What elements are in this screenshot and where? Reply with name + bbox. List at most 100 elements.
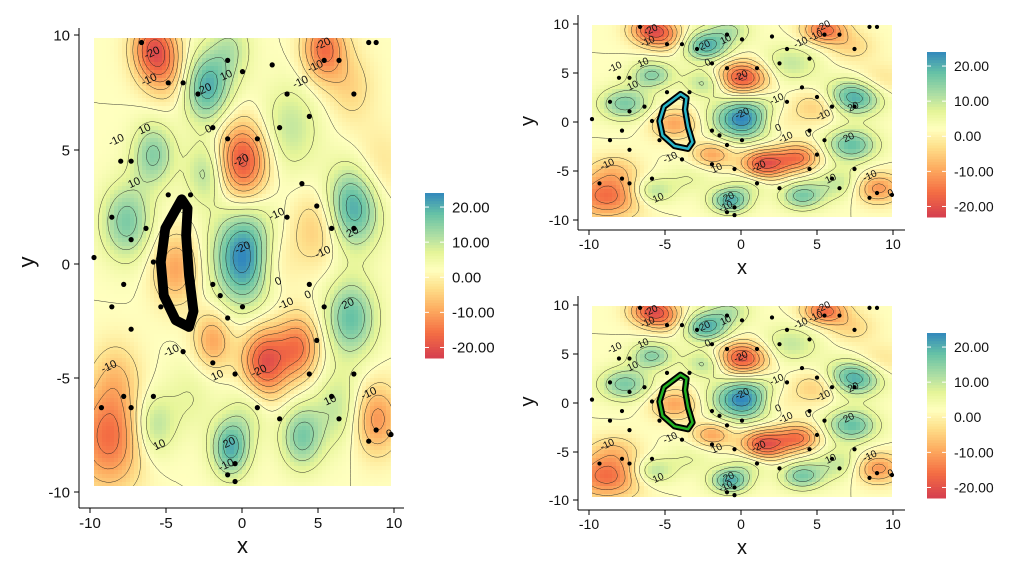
sample-point [822, 419, 826, 423]
x-tick-label: -10 [579, 516, 599, 532]
sample-point [590, 117, 594, 121]
sample-point [322, 304, 327, 309]
sample-point [770, 34, 774, 38]
sample-point [151, 259, 156, 264]
sample-point [597, 461, 601, 465]
sample-point [800, 85, 804, 89]
sample-point [638, 306, 642, 310]
x-tick-label: 0 [737, 236, 745, 252]
x-tick-label: -10 [579, 236, 599, 252]
sample-point [617, 76, 621, 80]
sample-point [270, 62, 275, 67]
x-tick-label: 5 [813, 516, 821, 532]
sample-point [608, 100, 612, 104]
sample-point [109, 215, 114, 220]
legend-label: 10.00 [954, 93, 989, 109]
sample-point [166, 80, 171, 85]
sample-point [121, 282, 126, 287]
sample-point [725, 347, 729, 351]
x-tick-label: 10 [885, 516, 901, 532]
legend-label: -20.00 [452, 340, 495, 357]
sample-point [830, 457, 834, 461]
sample-point [642, 105, 646, 109]
sample-point [166, 192, 171, 197]
sample-point [151, 394, 156, 399]
sample-point [725, 210, 729, 214]
sample-point [890, 193, 894, 197]
legend-label: 20.00 [954, 58, 989, 74]
sample-point [852, 447, 856, 451]
sample-point [717, 414, 721, 418]
sample-point [710, 61, 714, 65]
sample-point [336, 58, 341, 63]
sample-point [617, 356, 621, 360]
sample-point [732, 485, 736, 489]
sample-point [620, 457, 624, 461]
legend-swatch [425, 355, 444, 358]
sample-point [837, 33, 841, 37]
sample-point [627, 428, 631, 432]
sample-point [680, 157, 684, 161]
sample-point [307, 114, 312, 119]
heatmap-raster [592, 306, 893, 499]
y-tick-label: -5 [557, 444, 570, 460]
sample-point [218, 293, 223, 298]
sample-point [822, 33, 826, 37]
sample-point [129, 237, 134, 242]
sample-point [210, 282, 215, 287]
sample-point [852, 328, 856, 332]
sample-point [627, 181, 631, 185]
sample-point [129, 159, 134, 164]
sample-point [608, 138, 612, 142]
sample-point [314, 338, 319, 343]
x-tick-label: 0 [737, 516, 745, 532]
legend-label: 20.00 [452, 199, 490, 216]
sample-point [232, 371, 237, 376]
y-tick-label: 10 [553, 297, 569, 313]
sample-point [822, 313, 826, 317]
sample-point [710, 129, 714, 133]
sample-point [807, 409, 811, 413]
legend-label: -10.00 [954, 163, 994, 179]
sample-point [875, 191, 879, 195]
heatmap-raster [592, 25, 893, 218]
legend-label: -20.00 [954, 479, 994, 495]
sample-point [777, 342, 781, 346]
sample-point [695, 328, 699, 332]
sample-point [732, 447, 736, 451]
x-tick-label: -5 [659, 516, 672, 532]
sample-point [627, 356, 631, 360]
sample-point [755, 181, 759, 185]
sample-point [374, 427, 379, 432]
sample-point [597, 181, 601, 185]
sample-point [725, 313, 729, 317]
sample-point [232, 479, 237, 484]
y-tick-label: 5 [561, 346, 569, 362]
sample-point [740, 138, 744, 142]
sample-point [785, 380, 789, 384]
sample-point [366, 40, 371, 45]
sample-point [777, 466, 781, 470]
y-tick-label: 5 [561, 65, 569, 81]
sample-point [875, 306, 879, 310]
sample-point [725, 66, 729, 70]
sample-point [852, 167, 856, 171]
x-tick-label: -5 [659, 236, 672, 252]
sample-point [329, 394, 334, 399]
sample-point [852, 105, 856, 109]
sample-point [852, 385, 856, 389]
sample-point [890, 473, 894, 477]
sample-point [118, 159, 123, 164]
sample-point [800, 366, 804, 370]
sample-point [680, 42, 684, 46]
sample-point [710, 162, 714, 166]
sample-point [210, 125, 215, 130]
sample-point [351, 91, 356, 96]
sample-point [680, 438, 684, 442]
legend-label: 10.00 [452, 234, 490, 251]
sample-point [710, 342, 714, 346]
sample-point [195, 91, 200, 96]
sample-point [867, 476, 871, 480]
panel-bottom-right: -20-10-20-10-2020-1010010-2020-10-100-10… [517, 296, 994, 559]
